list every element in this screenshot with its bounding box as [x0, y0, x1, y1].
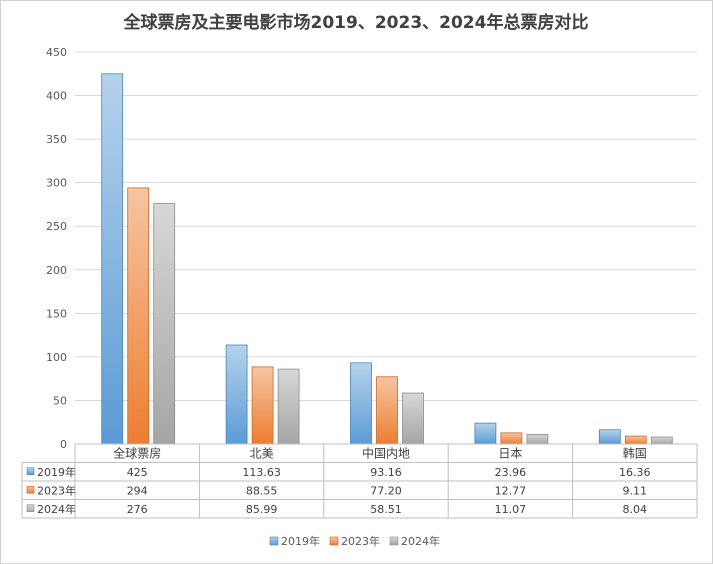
category-label: 中国内地	[362, 446, 410, 461]
bar	[251, 366, 274, 445]
bar	[526, 433, 549, 445]
y-tick-label: 250	[46, 220, 67, 233]
legend-label: 2023年	[341, 534, 380, 548]
data-label: 88.55	[246, 484, 278, 497]
legend-key	[389, 536, 399, 546]
data-label: 16.36	[619, 466, 651, 479]
legend-key	[269, 536, 279, 546]
table-series-label: 2019年	[37, 465, 76, 479]
bar	[376, 376, 398, 445]
y-tick-label: 450	[46, 46, 67, 59]
table-legend-key	[26, 485, 35, 494]
legend-key	[329, 536, 339, 546]
bar	[500, 432, 523, 445]
data-label: 8.04	[623, 503, 648, 516]
bar	[277, 368, 300, 445]
table-series-label: 2023年	[37, 483, 76, 497]
category-label: 韩国	[623, 446, 647, 461]
data-label: 77.20	[370, 484, 402, 497]
legend: 2019年 2023年 2024年	[269, 534, 440, 548]
bar	[650, 436, 673, 445]
y-tick-label: 200	[46, 264, 67, 277]
data-label: 23.96	[495, 466, 527, 479]
table-legend-key	[26, 504, 35, 513]
y-tick-label: 50	[53, 394, 67, 407]
y-tick-label: 0	[60, 438, 67, 451]
bar	[598, 429, 621, 445]
data-label: 294	[127, 484, 148, 497]
bar	[153, 203, 176, 445]
data-label: 425	[127, 466, 148, 479]
bar	[474, 422, 497, 445]
data-label: 85.99	[246, 503, 278, 516]
chart-title: 全球票房及主要电影市场2019、2023、2024年总票房对比	[123, 12, 589, 33]
data-table: 全球票房 北美 中国内地 日本 韩国 2019年 425 113.63 93.16 23.96 16…	[21, 443, 698, 519]
y-tick-label: 100	[46, 351, 67, 364]
legend-label: 2024年	[401, 534, 440, 548]
category-label: 全球票房	[113, 446, 161, 461]
data-label: 9.11	[623, 484, 648, 497]
bar	[225, 344, 248, 445]
data-label: 11.07	[495, 503, 527, 516]
bar	[350, 362, 372, 445]
bars	[101, 73, 673, 445]
table-legend-key	[26, 467, 35, 476]
y-tick-label: 400	[46, 90, 67, 103]
data-label: 58.51	[370, 503, 402, 516]
category-label: 北美	[250, 447, 274, 461]
bar	[101, 73, 124, 445]
legend-label: 2019年	[281, 534, 320, 548]
y-tick-label: 350	[46, 133, 67, 146]
y-tick-label: 300	[46, 177, 67, 190]
bar	[402, 392, 424, 445]
y-tick-label: 150	[46, 307, 67, 320]
data-label: 12.77	[495, 484, 527, 497]
bar	[127, 187, 150, 445]
table-series-label: 2024年	[37, 502, 76, 516]
data-label: 276	[127, 503, 148, 516]
bar	[624, 435, 647, 445]
y-axis-ticks: 0 50 100 150 200 250 300 350 400 450	[46, 46, 67, 451]
category-label: 日本	[498, 447, 522, 461]
data-label: 113.63	[242, 466, 281, 479]
data-label: 93.16	[370, 466, 402, 479]
